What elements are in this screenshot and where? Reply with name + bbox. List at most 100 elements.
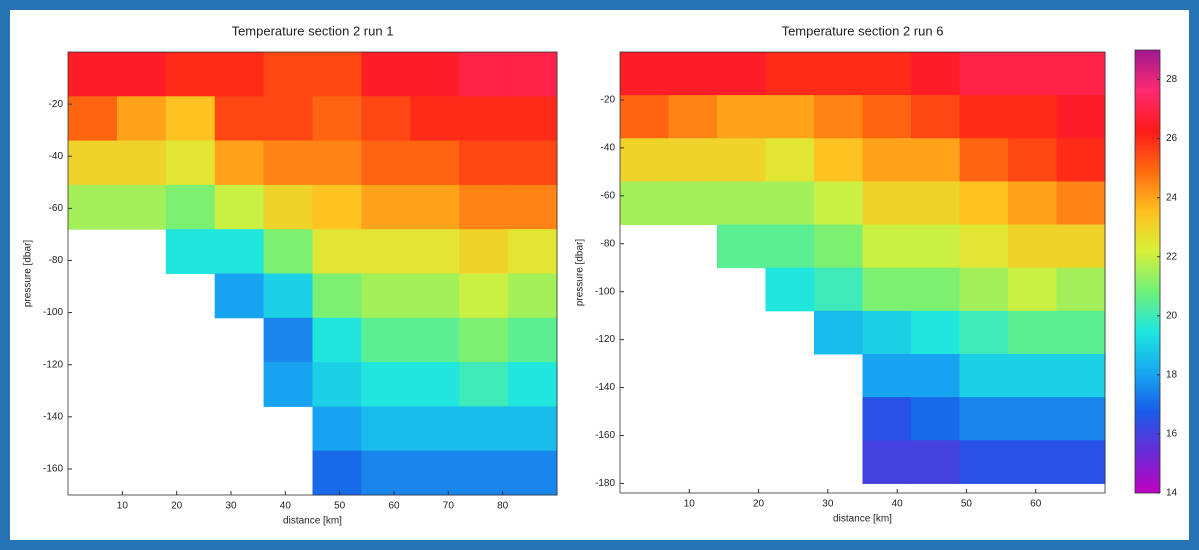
heat-cell bbox=[668, 52, 718, 96]
heat-cell bbox=[765, 138, 815, 182]
heat-cell bbox=[68, 184, 118, 230]
heat-cell bbox=[668, 181, 718, 226]
heat-cell bbox=[165, 184, 216, 230]
heat-cell bbox=[263, 140, 313, 186]
heat-cell bbox=[459, 52, 509, 97]
heat-cell bbox=[361, 229, 411, 274]
heat-cell bbox=[765, 224, 815, 269]
heat-cell bbox=[116, 52, 167, 97]
heat-cell bbox=[814, 52, 863, 96]
heat-cell bbox=[263, 317, 313, 363]
heat-cell bbox=[814, 310, 863, 355]
heat-cell bbox=[862, 397, 912, 441]
heat-cell bbox=[620, 181, 669, 226]
colorbar-tick-label: 20 bbox=[1166, 310, 1178, 321]
heat-cell bbox=[312, 450, 362, 496]
heat-cell bbox=[263, 229, 313, 274]
heat-cell bbox=[410, 96, 460, 142]
heat-cell bbox=[165, 52, 216, 97]
y-tick-label: -80 bbox=[601, 238, 616, 249]
y-tick-label: -100 bbox=[595, 286, 615, 297]
heat-cell bbox=[459, 96, 509, 142]
y-tick-label: -140 bbox=[43, 411, 63, 422]
heat-cell bbox=[1008, 138, 1057, 182]
heat-cell bbox=[717, 138, 766, 182]
plot-frame bbox=[619, 51, 1106, 494]
heat-cell bbox=[862, 224, 912, 269]
heat-cell bbox=[459, 317, 509, 363]
y-tick-label: -120 bbox=[43, 359, 63, 370]
heat-cell bbox=[410, 362, 460, 407]
heat-cell bbox=[668, 138, 718, 182]
x-tick-label: 20 bbox=[171, 501, 183, 512]
heat-cell bbox=[1008, 224, 1057, 269]
heat-cell bbox=[263, 96, 313, 142]
heat-cell bbox=[68, 52, 118, 97]
heat-cell bbox=[814, 267, 863, 312]
heat-cell bbox=[911, 310, 960, 355]
heat-cell bbox=[508, 362, 558, 407]
heat-cell bbox=[862, 138, 912, 182]
colorbar-tick-label: 26 bbox=[1166, 133, 1178, 144]
x-tick-label: 50 bbox=[334, 501, 346, 512]
heat-cell bbox=[911, 267, 960, 312]
heat-cell bbox=[717, 181, 766, 226]
chart-title: Temperature section 2 run 6 bbox=[782, 23, 944, 38]
heat-cell bbox=[1056, 397, 1106, 441]
heat-cell bbox=[263, 52, 313, 97]
heat-cell bbox=[312, 273, 362, 319]
heat-cell bbox=[116, 184, 167, 230]
heat-cell bbox=[165, 96, 216, 142]
heat-cell bbox=[814, 224, 863, 269]
heat-cell bbox=[1008, 181, 1057, 226]
heat-cell bbox=[911, 397, 960, 441]
heat-cell bbox=[410, 229, 460, 274]
heat-cell bbox=[410, 406, 460, 452]
heat-cell bbox=[312, 52, 362, 97]
heat-cell bbox=[1056, 440, 1106, 484]
heat-cell bbox=[214, 273, 265, 319]
heat-cell bbox=[263, 184, 313, 230]
heat-cell bbox=[1056, 353, 1106, 398]
colorbar-tick-label: 28 bbox=[1166, 74, 1178, 85]
heat-cell bbox=[263, 273, 313, 319]
heat-cell bbox=[620, 95, 669, 139]
heat-cell bbox=[410, 140, 460, 186]
x-tick-label: 50 bbox=[961, 499, 973, 510]
x-axis-label: distance [km] bbox=[283, 516, 342, 527]
x-axis-label: distance [km] bbox=[833, 514, 892, 525]
chart-title: Temperature section 2 run 1 bbox=[232, 23, 394, 38]
heat-cell bbox=[814, 181, 863, 226]
y-axis-label: pressure [dbar] bbox=[23, 240, 34, 307]
y-tick-label: -60 bbox=[601, 190, 616, 201]
colorbar-tick-label: 14 bbox=[1166, 488, 1178, 499]
heat-cell bbox=[862, 52, 912, 96]
x-tick-label: 20 bbox=[753, 499, 765, 510]
heat-cell bbox=[459, 140, 509, 186]
heat-cell bbox=[410, 52, 460, 97]
heat-cell bbox=[214, 52, 265, 97]
heat-cell bbox=[508, 52, 558, 97]
heat-cell bbox=[508, 184, 558, 230]
heat-cell bbox=[312, 140, 362, 186]
heat-cell bbox=[214, 96, 265, 142]
heat-cell bbox=[508, 273, 558, 319]
y-tick-label: -80 bbox=[49, 255, 64, 266]
heat-cell bbox=[459, 229, 509, 274]
heat-cell bbox=[361, 450, 411, 496]
colorbar-tick-label: 24 bbox=[1166, 192, 1178, 203]
heat-cell bbox=[620, 52, 669, 96]
heat-cell bbox=[312, 362, 362, 407]
heat-cell bbox=[765, 52, 815, 96]
heat-cell bbox=[508, 406, 558, 452]
heat-cell bbox=[862, 440, 912, 484]
heat-cell bbox=[214, 140, 265, 186]
heat-cell bbox=[312, 229, 362, 274]
heat-cell bbox=[1008, 310, 1057, 355]
heat-cell bbox=[1056, 224, 1106, 269]
y-tick-label: -120 bbox=[595, 334, 615, 345]
heat-cell bbox=[508, 96, 558, 142]
y-tick-label: -160 bbox=[43, 464, 63, 475]
heat-cell bbox=[959, 397, 1009, 441]
